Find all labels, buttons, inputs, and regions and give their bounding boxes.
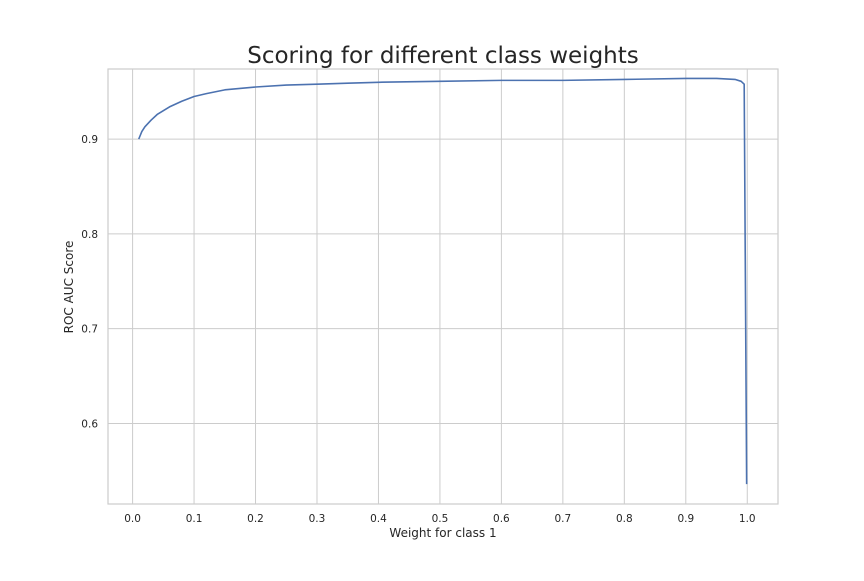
grid	[108, 69, 778, 504]
chart-title: Scoring for different class weights	[247, 43, 639, 69]
y-axis-ticks: 0.6 0.7 0.8 0.9	[81, 134, 98, 430]
series-line	[137, 77, 748, 485]
x-tick-label: 0.8	[616, 513, 633, 525]
x-tick-label: 0.7	[555, 513, 572, 525]
x-axis-ticks: 0.0 0.1 0.2 0.3 0.4 0.5 0.6 0.7 0.8 0.9 1.0	[124, 513, 755, 525]
x-axis-label: Weight for class 1	[389, 526, 496, 540]
y-axis-label: ROC AUC Score	[62, 241, 76, 334]
x-tick-label: 0.9	[677, 513, 694, 525]
x-tick-label: 0.5	[432, 513, 449, 525]
x-tick-label: 0.1	[186, 513, 203, 525]
plot-area	[108, 69, 778, 504]
y-tick-label: 0.8	[81, 229, 98, 241]
x-tick-label: 0.6	[493, 513, 510, 525]
x-tick-label: 0.4	[370, 513, 387, 525]
y-tick-label: 0.9	[81, 134, 98, 146]
y-tick-label: 0.6	[81, 418, 98, 430]
x-tick-label: 0.0	[124, 513, 141, 525]
y-tick-label: 0.7	[81, 324, 98, 336]
series-layer	[137, 77, 748, 485]
x-tick-label: 1.0	[739, 513, 756, 525]
plot-frame	[107, 68, 779, 505]
x-tick-label: 0.3	[309, 513, 326, 525]
x-tick-label: 0.2	[247, 513, 264, 525]
